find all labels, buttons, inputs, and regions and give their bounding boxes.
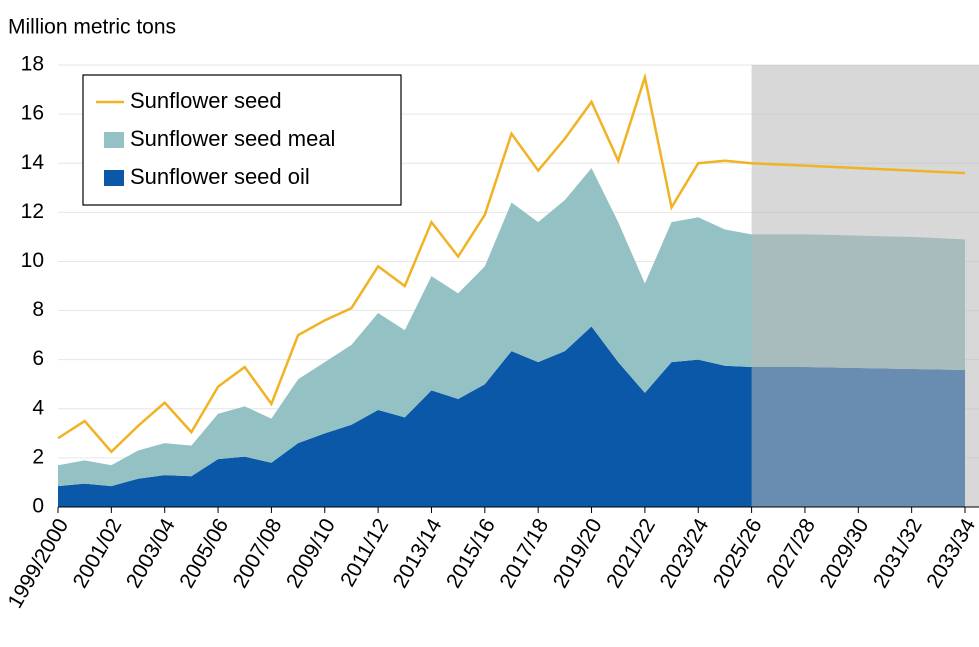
area <box>58 168 965 487</box>
x-tick-label: 2007/08 <box>229 515 287 592</box>
y-tick-label: 14 <box>21 151 45 174</box>
x-tick-label: 1999/2000 <box>4 515 74 612</box>
x-tick-label: 2019/20 <box>549 515 607 592</box>
y-tick-label: 18 <box>21 53 44 76</box>
x-tick-label: 2021/22 <box>602 515 660 592</box>
legend-label: Sunflower seed <box>130 88 282 113</box>
x-tick-label: 2005/06 <box>175 515 233 592</box>
x-tick-label: 2023/24 <box>655 515 713 593</box>
legend-label: Sunflower seed meal <box>130 126 335 151</box>
y-tick-label: 0 <box>32 495 44 518</box>
legend-box <box>82 74 402 206</box>
x-tick-label: 2011/12 <box>336 515 393 591</box>
legend-swatch <box>104 132 124 148</box>
x-tick-label: 2009/10 <box>282 515 340 592</box>
x-tick-label: 2001/02 <box>69 515 127 592</box>
x-tick-label: 2013/14 <box>389 515 447 593</box>
x-tick-label: 2027/28 <box>762 515 820 592</box>
x-tick-label: 2031/32 <box>869 515 927 592</box>
x-tick-label: 2003/04 <box>122 515 180 593</box>
legend-swatch <box>104 170 124 186</box>
y-tick-label: 8 <box>32 298 44 321</box>
x-tick-label: 2015/16 <box>442 515 500 592</box>
x-tick-label: 2025/26 <box>709 515 767 592</box>
y-tick-label: 6 <box>32 347 44 370</box>
area <box>58 326 965 507</box>
y-tick-label: 12 <box>21 200 44 223</box>
x-tick-label: 2033/34 <box>922 515 979 593</box>
projection-shade <box>751 65 979 507</box>
y-tick-label: 2 <box>32 445 44 468</box>
y-tick-label: 10 <box>21 249 44 272</box>
x-tick-label: 2029/30 <box>816 515 874 592</box>
line <box>57 72 966 454</box>
y-tick-label: 16 <box>21 102 44 125</box>
y-axis-label: Million metric tons <box>8 16 176 39</box>
x-tick-label: 2017/18 <box>495 515 553 592</box>
legend-label: Sunflower seed oil <box>130 164 310 189</box>
y-tick-label: 4 <box>32 396 44 419</box>
